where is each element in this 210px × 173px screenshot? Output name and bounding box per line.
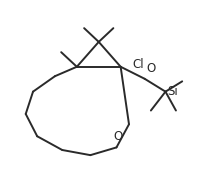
Text: O: O <box>113 130 122 143</box>
Text: O: O <box>146 62 156 75</box>
Text: Cl: Cl <box>132 58 144 71</box>
Text: Si: Si <box>167 85 178 98</box>
